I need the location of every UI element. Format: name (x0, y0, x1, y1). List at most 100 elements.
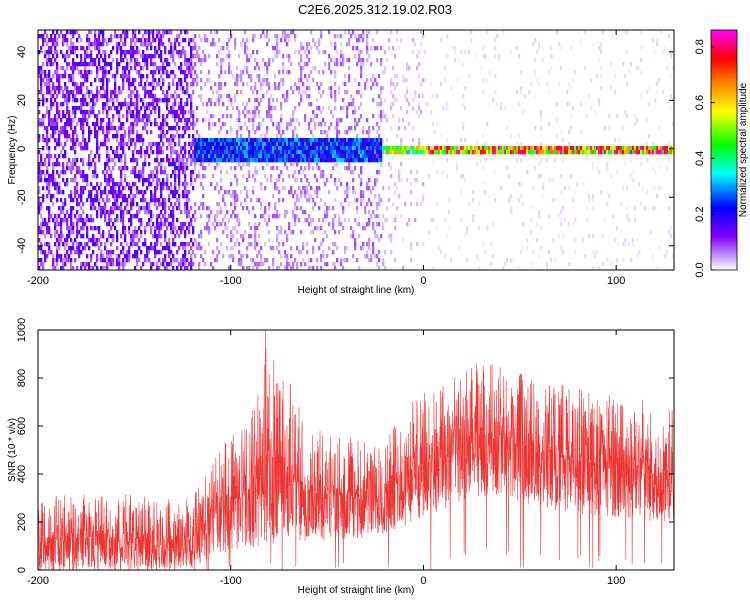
spectrogram-cell (120, 106, 123, 111)
spectrogram-cell (464, 106, 467, 111)
spectrogram-cell (46, 186, 49, 191)
spectrogram-cell (274, 106, 277, 111)
spectrogram-cell (376, 158, 379, 163)
spectrogram-cell (90, 162, 93, 167)
spectrogram-cell (148, 178, 151, 183)
spectrogram-cell (208, 162, 211, 167)
spectrogram-cell (124, 262, 127, 267)
spectrogram-cell (240, 138, 243, 143)
spectrogram-cell (46, 166, 49, 171)
spectrogram-cell (302, 190, 305, 195)
spectrogram-cell (528, 150, 531, 155)
spectrogram-cell (346, 194, 349, 199)
spectrogram-cell (596, 146, 599, 151)
spectrogram-cell (270, 246, 273, 251)
spectrogram-cell (138, 70, 141, 75)
spectrogram-cell (184, 210, 187, 215)
spectrogram-cell (92, 242, 95, 247)
spectrogram-cell (44, 258, 47, 263)
spectrogram-cell (306, 150, 309, 155)
spectrogram-cell (592, 162, 595, 167)
spectrogram-cell (290, 186, 293, 191)
spectrogram-cell (140, 206, 143, 211)
spectrogram-cell (156, 182, 159, 187)
spectrogram-cell (266, 130, 269, 135)
spectrogram-cell (316, 190, 319, 195)
spectrogram-cell (408, 222, 411, 227)
spectrogram-cell (120, 214, 123, 219)
spectrogram-cell (254, 110, 257, 115)
spectrogram-cell (158, 110, 161, 115)
spectrogram-cell (266, 62, 269, 67)
spectrogram-cell (166, 30, 169, 35)
spectrogram-cell (148, 54, 151, 59)
spectrogram-cell (338, 142, 341, 147)
spectrogram-cell (636, 238, 639, 243)
spectrogram-cell (654, 186, 657, 191)
spectrogram-cell (504, 106, 507, 111)
spectrogram-cell (256, 254, 259, 259)
spectrogram-cell (518, 102, 521, 107)
spectrogram-cell (272, 138, 275, 143)
spectrogram-cell (62, 130, 65, 135)
spectrogram-cell (42, 42, 45, 47)
spectrogram-cell (72, 222, 75, 227)
spectrogram-cell (162, 82, 165, 87)
spectrogram-cell (214, 154, 217, 159)
spectrogram-cell (372, 114, 375, 119)
spectrogram-cell (236, 214, 239, 219)
spectrogram-cell (354, 238, 357, 243)
spectrogram-cell (224, 226, 227, 231)
spectrogram-cell (622, 258, 625, 263)
spectrogram-cell (386, 138, 389, 143)
spectrogram-cell (130, 58, 133, 63)
spectrogram-cell (138, 206, 141, 211)
spectrogram-cell (164, 58, 167, 63)
spectrogram-cell (280, 150, 283, 155)
spectrogram-cell (76, 182, 79, 187)
spectrogram-cell (254, 86, 257, 91)
spectrogram-cell (56, 30, 59, 35)
spectrogram-cell (548, 122, 551, 127)
spectrogram-cell (176, 82, 179, 87)
spectrogram-cell (322, 254, 325, 259)
spectrogram-cell (344, 198, 347, 203)
spectrogram-cell (240, 190, 243, 195)
spectrogram-cell (324, 202, 327, 207)
spectrogram-cell (644, 146, 647, 151)
spectrogram-cell (254, 230, 257, 235)
spectrogram-cell (90, 218, 93, 223)
spectrogram-cell (380, 142, 383, 147)
spectrogram-cell (296, 206, 299, 211)
spectrogram-cell (94, 186, 97, 191)
spectrogram-cell (164, 254, 167, 259)
spectrogram-cell (354, 34, 357, 39)
spectrogram-cell (276, 142, 279, 147)
spectrogram-cell (264, 158, 267, 163)
spectrogram-cell (664, 46, 667, 51)
spectrogram-cell (200, 58, 203, 63)
spectrogram-cell (40, 178, 43, 183)
spectrogram-cell (168, 126, 171, 131)
spectrogram-cell (510, 150, 513, 155)
spectrogram-cell (324, 62, 327, 67)
spectrogram-cell (82, 102, 85, 107)
spectrogram-cell (474, 146, 477, 151)
spectrogram-cell (598, 102, 601, 107)
spectrogram-cell (174, 134, 177, 139)
spectrogram-cell (464, 50, 467, 55)
spectrogram-cell (258, 234, 261, 239)
spectrogram-cell (64, 98, 67, 103)
spectrogram-cell (102, 106, 105, 111)
spectrogram-cell (46, 254, 49, 259)
spectrogram-cell (492, 150, 495, 155)
spectrogram-cell (84, 222, 87, 227)
spectrogram-cell (76, 242, 79, 247)
spectrogram-cell (112, 166, 115, 171)
spectrogram-cell (258, 198, 261, 203)
spectrogram-cell (358, 174, 361, 179)
spectrogram-cell (622, 126, 625, 131)
spectrogram-cell (598, 146, 601, 151)
spectrogram-cell (184, 242, 187, 247)
spectrogram-cell (84, 98, 87, 103)
